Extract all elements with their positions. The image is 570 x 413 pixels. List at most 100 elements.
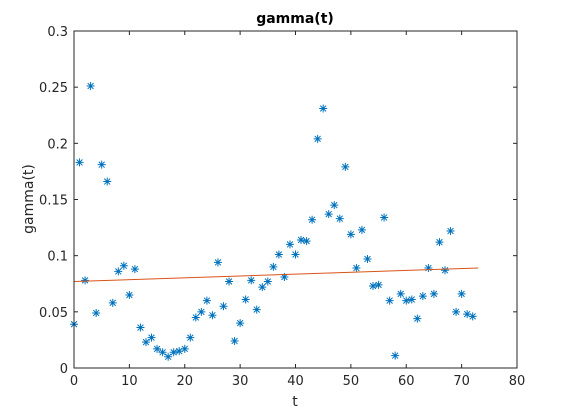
data-point: [263, 277, 272, 286]
x-tick-label: 30: [232, 374, 249, 389]
data-point: [435, 238, 444, 247]
data-point: [258, 283, 267, 292]
data-point: [202, 296, 211, 305]
asterisk-marker: [369, 281, 378, 290]
asterisk-marker: [180, 344, 189, 353]
x-tick-label: 80: [509, 374, 526, 389]
x-tick-label: 70: [453, 374, 470, 389]
data-point: [402, 296, 411, 305]
data-point: [175, 347, 184, 356]
y-tick-label: 0.2: [47, 137, 68, 152]
asterisk-marker: [158, 348, 167, 357]
x-tick-label: 10: [121, 374, 138, 389]
asterisk-marker: [391, 351, 400, 360]
data-point: [274, 250, 283, 259]
data-point: [418, 292, 427, 301]
data-point: [429, 289, 438, 298]
asterisk-marker: [230, 337, 239, 346]
data-point: [346, 230, 355, 239]
y-tick-label: 0.25: [39, 81, 68, 96]
asterisk-marker: [191, 313, 200, 322]
data-point: [136, 323, 145, 332]
asterisk-marker: [263, 277, 272, 286]
data-point: [391, 351, 400, 360]
trend-line: [73, 267, 479, 282]
asterisk-marker: [92, 308, 101, 317]
asterisk-marker: [302, 237, 311, 246]
asterisk-marker: [324, 210, 333, 219]
asterisk-marker: [208, 311, 217, 320]
data-point: [285, 240, 294, 249]
data-point: [92, 308, 101, 317]
y-tick-label: 0.05: [39, 306, 68, 321]
asterisk-marker: [291, 250, 300, 259]
asterisk-marker: [468, 312, 477, 321]
data-point: [313, 134, 322, 143]
data-point: [380, 213, 389, 222]
asterisk-marker: [280, 273, 289, 282]
data-point: [452, 307, 461, 316]
asterisk-marker: [241, 295, 250, 304]
data-point: [424, 264, 433, 273]
axis-layer: 0 10 20 30 40 50 60 70 80 0 0.05 0.1 0.15 0.2 0.25 0.3: [39, 25, 525, 389]
asterisk-marker: [413, 314, 422, 323]
data-point: [396, 289, 405, 298]
asterisk-marker: [236, 319, 245, 328]
asterisk-marker: [285, 240, 294, 249]
asterisk-marker: [175, 347, 184, 356]
x-axis-label: t: [292, 394, 298, 410]
chart-title: gamma(t): [256, 11, 334, 27]
y-tick-label: 0.1: [47, 250, 68, 265]
data-point: [230, 337, 239, 346]
asterisk-marker: [103, 177, 112, 186]
asterisk-marker: [429, 289, 438, 298]
data-layer: [70, 82, 479, 361]
asterisk-marker: [75, 158, 84, 167]
asterisk-marker: [114, 267, 123, 276]
asterisk-marker: [330, 201, 339, 210]
asterisk-marker: [385, 296, 394, 305]
asterisk-marker: [136, 323, 145, 332]
data-point: [363, 255, 372, 264]
data-point: [297, 235, 306, 244]
asterisk-marker: [186, 333, 195, 342]
asterisk-marker: [86, 82, 95, 91]
data-point: [308, 215, 317, 224]
y-axis-label: gamma(t): [21, 164, 37, 234]
asterisk-marker: [357, 225, 366, 234]
data-point: [236, 319, 245, 328]
asterisk-marker: [418, 292, 427, 301]
data-point: [441, 266, 450, 275]
asterisk-marker: [341, 162, 350, 171]
data-point: [374, 280, 383, 289]
y-tick-label: 0.3: [47, 25, 68, 40]
asterisk-marker: [313, 134, 322, 143]
data-point: [86, 82, 95, 91]
asterisk-marker: [424, 264, 433, 273]
data-point: [324, 210, 333, 219]
data-point: [463, 310, 472, 319]
data-point: [125, 290, 134, 299]
asterisk-marker: [247, 276, 256, 285]
asterisk-marker: [153, 344, 162, 353]
asterisk-marker: [441, 266, 450, 275]
asterisk-marker: [147, 333, 156, 342]
data-point: [335, 214, 344, 223]
data-point: [352, 264, 361, 273]
asterisk-marker: [119, 261, 128, 270]
data-point: [75, 158, 84, 167]
asterisk-marker: [319, 104, 328, 113]
asterisk-marker: [130, 265, 139, 274]
data-point: [407, 295, 416, 304]
data-point: [341, 162, 350, 171]
data-point: [219, 302, 228, 311]
data-point: [241, 295, 250, 304]
asterisk-marker: [335, 214, 344, 223]
data-point: [208, 311, 217, 320]
y-tick-label: 0: [60, 362, 68, 377]
data-point: [97, 160, 106, 169]
data-point: [369, 281, 378, 290]
data-point: [252, 305, 261, 314]
